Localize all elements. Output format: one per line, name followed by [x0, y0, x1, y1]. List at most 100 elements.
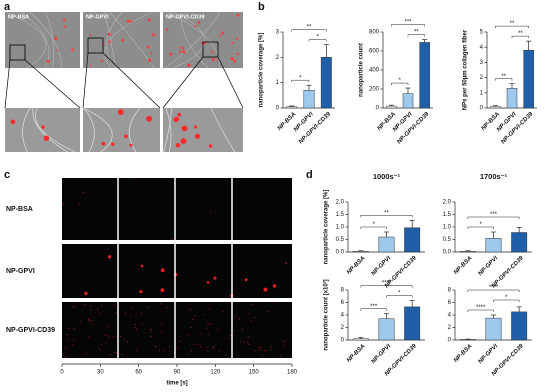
- significance-label: ****: [476, 305, 486, 311]
- particle: [194, 133, 201, 139]
- particle: [127, 341, 129, 343]
- fiber: [82, 107, 113, 153]
- particle: [107, 255, 112, 259]
- particle: [194, 25, 197, 28]
- x-tick-label: NP-BSA: [453, 343, 474, 364]
- particle: [169, 52, 173, 56]
- particle: [98, 313, 100, 315]
- x-tick-label: NP-BSA: [346, 343, 367, 364]
- particle: [73, 328, 75, 330]
- panel-label: a: [4, 1, 11, 13]
- x-tick-label: 150: [249, 370, 260, 376]
- particle: [210, 211, 212, 213]
- particle: [136, 349, 138, 351]
- significance-label: ****: [489, 285, 499, 291]
- significance-label: **: [384, 210, 389, 216]
- significance-label: *: [479, 222, 482, 228]
- significance-label: ***: [404, 20, 412, 26]
- particle: [235, 38, 238, 41]
- particle: [238, 318, 240, 320]
- significance-label: **: [501, 74, 506, 80]
- bar: [378, 236, 395, 253]
- particle: [285, 262, 287, 265]
- row-label: NP-BSA: [6, 206, 33, 213]
- particle: [148, 58, 152, 62]
- particle: [161, 323, 163, 325]
- y-tick-label: 3: [480, 60, 484, 66]
- y-axis-label: nanoparticle count: [359, 43, 365, 97]
- particle: [78, 203, 80, 205]
- significance-bracket: [511, 35, 529, 39]
- significance-bracket: [467, 309, 494, 312]
- particle: [97, 308, 99, 310]
- significance-bracket: [308, 39, 327, 42]
- particle: [222, 311, 224, 313]
- particle: [56, 49, 59, 52]
- particle: [202, 314, 204, 316]
- bar: [523, 49, 534, 109]
- particle: [244, 278, 248, 282]
- image-label: NP-BSA: [8, 14, 29, 20]
- particle: [108, 337, 110, 339]
- particle: [150, 331, 152, 333]
- particle: [107, 335, 109, 337]
- particle: [230, 57, 234, 61]
- zoom-line: [217, 56, 244, 109]
- particle: [110, 354, 112, 356]
- x-tick-label: NP-BSA: [346, 255, 367, 276]
- panel-label: b: [258, 1, 265, 13]
- row-label: NP-GPVI: [6, 268, 35, 275]
- particle: [107, 32, 111, 36]
- particle: [270, 346, 272, 348]
- particle: [89, 305, 91, 307]
- significance-bracket: [391, 82, 409, 86]
- x-tick-label: 120: [210, 370, 221, 376]
- significance-bracket: [495, 25, 529, 29]
- significance-bracket: [467, 226, 494, 229]
- particle: [113, 304, 115, 306]
- particle: [192, 319, 194, 321]
- particle: [149, 329, 151, 331]
- y-tick-label: 4: [341, 313, 345, 319]
- particle: [100, 305, 102, 307]
- particle: [268, 311, 270, 313]
- particle: [131, 308, 133, 310]
- x-tick-label: NP-GPVI-CD39: [396, 111, 430, 145]
- micrograph: [5, 12, 80, 68]
- zoom-box: [87, 37, 104, 54]
- particle: [121, 38, 125, 42]
- particle: [147, 18, 151, 22]
- particle: [160, 332, 162, 334]
- bar: [506, 87, 518, 109]
- particle: [270, 349, 272, 351]
- y-tick-label: 0: [448, 338, 452, 344]
- particle: [254, 316, 256, 318]
- bar: [386, 105, 397, 109]
- fiber: [29, 11, 62, 69]
- particle: [124, 134, 128, 139]
- zoom-line: [162, 56, 204, 109]
- y-axis-label: nanoparticle count [x10³]: [323, 279, 330, 350]
- particle: [84, 291, 88, 296]
- particle: [236, 13, 240, 17]
- micrograph-zoom: [83, 108, 160, 152]
- particle: [79, 321, 81, 323]
- video-strip: [62, 302, 292, 358]
- significance-label: ***: [490, 212, 498, 218]
- x-tick-label: NP-GPVI-CD39: [500, 111, 534, 145]
- fiber: [128, 107, 141, 153]
- particle: [126, 19, 130, 23]
- particle: [190, 309, 192, 311]
- video-strip: [62, 244, 292, 298]
- y-tick-label: 0.5: [443, 237, 452, 243]
- bar: [511, 232, 528, 253]
- particle: [187, 334, 189, 336]
- significance-label: *: [299, 75, 302, 81]
- particle: [73, 301, 75, 303]
- significance-label: *: [316, 35, 319, 41]
- bar: [419, 42, 430, 109]
- particle: [208, 308, 210, 310]
- particle: [62, 203, 64, 205]
- particle: [46, 59, 50, 63]
- particle: [263, 287, 268, 292]
